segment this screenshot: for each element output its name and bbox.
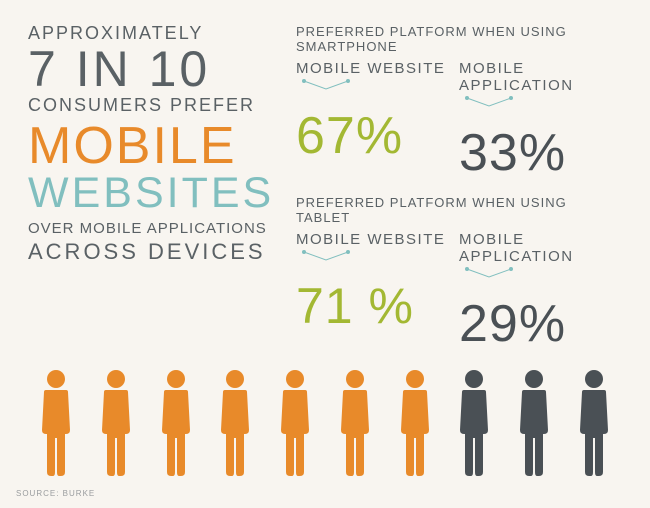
person-icon	[450, 368, 498, 483]
source-label: SOURCE: BURKE	[16, 489, 95, 498]
person-icon	[570, 368, 618, 483]
headline-websites: WEBSITES	[28, 172, 278, 215]
tablet-app-label: MOBILE APPLICATION	[459, 231, 622, 265]
smartphone-title: PREFERRED PLATFORM WHEN USING SMARTPHONE	[296, 24, 622, 54]
person-icon	[510, 368, 558, 483]
tablet-website-value: 71 %	[296, 281, 459, 331]
person-icon	[32, 368, 80, 483]
chevron-down-icon	[459, 96, 519, 110]
chevron-down-icon	[296, 250, 356, 264]
tablet-app-value: 29%	[459, 298, 622, 350]
chevron-down-icon	[296, 79, 356, 93]
smartphone-website-value: 67%	[296, 110, 459, 162]
person-icon	[92, 368, 140, 483]
headline-mobile: MOBILE	[28, 120, 278, 172]
headline-approx: APPROXIMATELY	[28, 24, 278, 42]
chevron-down-icon	[459, 267, 519, 281]
headline-across: ACROSS DEVICES	[28, 241, 278, 263]
smartphone-app-value: 33%	[459, 127, 622, 179]
headline-over-apps: OVER MOBILE APPLICATIONS	[28, 221, 278, 236]
tablet-title: PREFERRED PLATFORM WHEN USING TABLET	[296, 195, 622, 225]
headline-consumers: CONSUMERS PREFER	[28, 96, 278, 114]
person-icon	[391, 368, 439, 483]
headline-ratio: 7 IN 10	[28, 44, 278, 94]
smartphone-website-label: MOBILE WEBSITE	[296, 60, 459, 77]
person-icon	[211, 368, 259, 483]
people-row	[28, 368, 622, 483]
person-icon	[331, 368, 379, 483]
person-icon	[271, 368, 319, 483]
person-icon	[152, 368, 200, 483]
smartphone-app-label: MOBILE APPLICATION	[459, 60, 622, 94]
tablet-website-label: MOBILE WEBSITE	[296, 231, 459, 248]
